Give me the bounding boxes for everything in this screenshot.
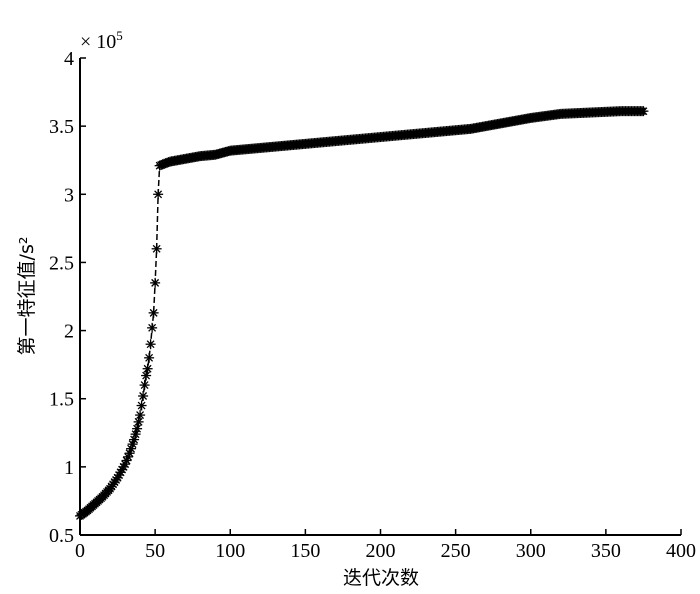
marker-stroke — [127, 444, 136, 453]
y-tick-label: 0.5 — [49, 525, 74, 547]
x-tick-label: 50 — [145, 540, 165, 562]
data-point-marker — [141, 370, 152, 381]
y-tick-label: 2.5 — [49, 252, 74, 274]
x-tick-label: 350 — [591, 540, 621, 562]
data-point-marker — [150, 277, 161, 288]
y-multiplier: × 105 — [80, 28, 123, 53]
data-point-marker — [147, 322, 158, 333]
data-point-marker — [153, 189, 164, 200]
y-tick-label: 3.5 — [49, 116, 74, 138]
data-point-marker — [139, 380, 150, 391]
marker-stroke — [149, 308, 158, 317]
data-point-marker — [135, 410, 146, 421]
marker-stroke — [128, 440, 137, 449]
marker-stroke — [131, 430, 140, 439]
data-point-marker — [148, 307, 159, 318]
y-tick-label: 3 — [64, 184, 74, 206]
data-point-marker — [638, 106, 649, 117]
y-tick-label: 2 — [64, 321, 74, 343]
marker-stroke — [137, 401, 146, 410]
y-tick-label: 4 — [64, 48, 74, 70]
marker-stroke — [140, 381, 149, 390]
x-tick-label: 300 — [516, 540, 546, 562]
marker-stroke — [136, 411, 145, 420]
data-point-marker — [133, 416, 144, 427]
x-tick-label: 400 — [666, 540, 696, 562]
y-tick-label: 1.5 — [49, 389, 74, 411]
data-point-marker — [138, 390, 149, 401]
x-tick-label: 150 — [290, 540, 320, 562]
axes: 0 50 100 150 200 250 300 350 400 0.5 1 1.5 2 2.5 3 3.5 4 — [49, 48, 696, 562]
marker-stroke — [146, 340, 155, 349]
y-tick-label: 1 — [64, 457, 74, 479]
marker-stroke — [151, 278, 160, 287]
marker-stroke — [143, 364, 152, 373]
marker-stroke — [142, 371, 151, 380]
y-axis-label: 第一特征值/s² — [16, 237, 38, 356]
marker-stroke — [154, 190, 163, 199]
marker-stroke — [134, 417, 143, 426]
marker-stroke — [639, 107, 648, 116]
data-point-marker — [151, 243, 162, 254]
marker-stroke — [148, 323, 157, 332]
data-point-marker — [132, 423, 143, 434]
marker-stroke — [133, 424, 142, 433]
marker-stroke — [139, 392, 148, 400]
data-point-marker — [136, 400, 147, 411]
data-series — [75, 106, 649, 521]
data-point-marker — [142, 363, 153, 374]
x-tick-label: 100 — [215, 540, 245, 562]
marker-stroke — [130, 435, 139, 444]
x-tick-label: 250 — [441, 540, 471, 562]
data-point-marker — [144, 352, 155, 363]
marker-stroke — [125, 449, 134, 458]
marker-stroke — [152, 244, 161, 253]
marker-stroke — [145, 353, 154, 362]
data-point-marker — [145, 339, 156, 350]
x-axis-label: 迭代次数 — [343, 567, 419, 589]
x-tick-label: 200 — [366, 540, 396, 562]
series-line — [79, 110, 644, 517]
x-tick-label: 0 — [75, 540, 85, 562]
